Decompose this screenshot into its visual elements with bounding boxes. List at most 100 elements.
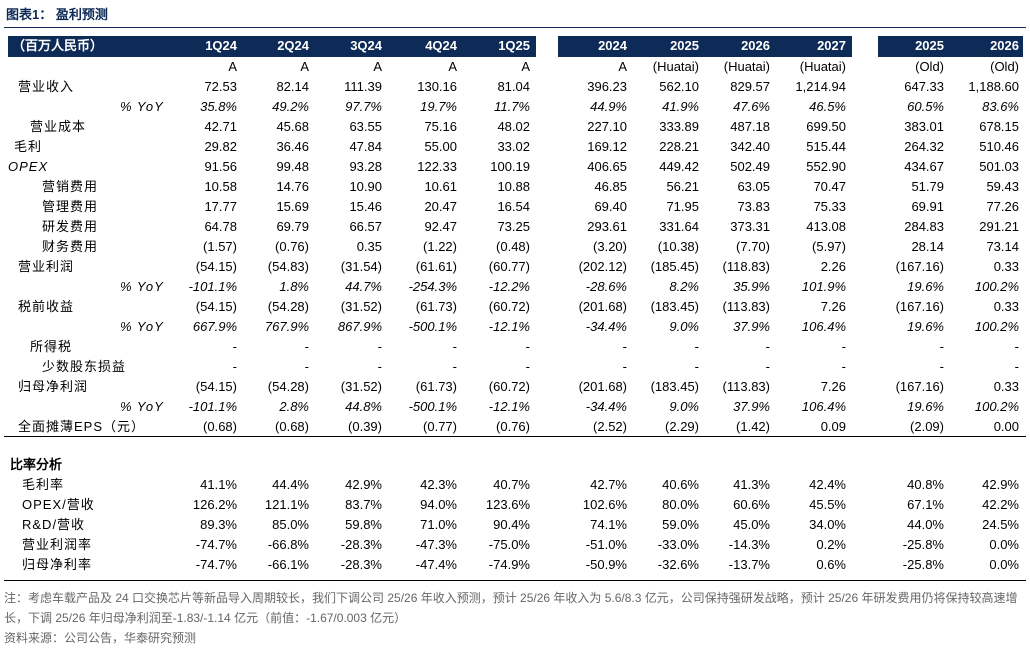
cell: 0.6% [816, 557, 846, 572]
cell: 7.26 [820, 299, 846, 314]
cell: 20.47 [424, 199, 457, 214]
cell: 42.9% [982, 477, 1019, 492]
row-label: 归母净利率 [22, 557, 93, 572]
cell: 44.4% [272, 477, 309, 492]
cell: (7.70) [736, 239, 770, 254]
cell: (0.77) [423, 419, 457, 434]
cell: 228.21 [659, 139, 699, 154]
cell: -254.3% [408, 279, 457, 294]
cell: 73.14 [986, 239, 1019, 254]
row-label: % YoY [120, 279, 164, 294]
row-label: % YoY [120, 399, 164, 414]
cell: 42.7% [590, 477, 627, 492]
cell: 35.8% [200, 99, 237, 114]
cell: -32.6% [657, 557, 699, 572]
header-band [558, 36, 852, 57]
cell: 434.67 [904, 159, 944, 174]
cell: 8.2% [669, 279, 699, 294]
cell: 59.0% [662, 517, 699, 532]
cell: 227.10 [587, 119, 627, 134]
cell: 106.4% [801, 399, 846, 414]
cell: 106.4% [801, 319, 846, 334]
cell: 59.8% [345, 517, 382, 532]
cell: 37.9% [733, 399, 770, 414]
cell: 11.7% [494, 99, 530, 114]
cell: 35.9% [733, 279, 770, 294]
cell: 71.95 [666, 199, 699, 214]
cell: (113.83) [722, 299, 770, 314]
cell: (54.15) [195, 299, 237, 314]
note: 注：考虑车载产品及 24 口交换芯片等新品导入周期较长，我们下调公司 25/26… [4, 591, 1018, 625]
cell: - [1014, 359, 1019, 374]
cell: 552.90 [806, 159, 846, 174]
cell: 123.6% [485, 497, 530, 512]
cell: -74.9% [488, 557, 530, 572]
cell: 28.14 [911, 239, 944, 254]
cell: (201.68) [578, 379, 627, 394]
header-cell: 2026 [741, 38, 770, 53]
cell: -28.3% [340, 557, 382, 572]
cell: 69.40 [594, 199, 627, 214]
row-label: % YoY [120, 99, 164, 114]
cell: 55.00 [424, 139, 457, 154]
cell: (183.45) [650, 299, 699, 314]
cell: 63.05 [737, 179, 770, 194]
cell: 767.9% [264, 319, 309, 334]
cell: 49.2% [272, 99, 309, 114]
cell: 83.6% [982, 99, 1019, 114]
cell: 72.53 [204, 79, 237, 94]
header-cell: 2025 [915, 38, 944, 53]
cell: 81.04 [497, 79, 530, 94]
cell: (60.72) [488, 379, 530, 394]
cell: (54.83) [267, 259, 309, 274]
cell: - [452, 359, 457, 374]
cell: 406.65 [587, 159, 627, 174]
cell: (201.68) [578, 299, 627, 314]
cell: (167.16) [895, 379, 944, 394]
cell: (185.45) [650, 259, 699, 274]
cell: (0.68) [203, 419, 237, 434]
cell: - [377, 359, 382, 374]
cell: 82.14 [276, 79, 309, 94]
row-label: 研发费用 [42, 219, 99, 234]
header-band [878, 36, 1023, 57]
cell: 92.47 [424, 219, 457, 234]
cell: 0.0% [989, 537, 1019, 552]
cell: -25.8% [902, 537, 944, 552]
cell: 73.83 [737, 199, 770, 214]
cell: (113.83) [722, 379, 770, 394]
cell: 63.55 [349, 119, 382, 134]
row-label: % YoY [120, 319, 164, 334]
cell: 0.33 [993, 299, 1019, 314]
cell: (61.61) [415, 259, 457, 274]
header-cell: 1Q25 [498, 38, 530, 53]
cell: 75.16 [424, 119, 457, 134]
cell: 515.44 [806, 139, 846, 154]
cell: -66.8% [267, 537, 309, 552]
section-rule [4, 436, 1026, 437]
cell: 10.88 [497, 179, 530, 194]
cell: 647.33 [904, 79, 944, 94]
cell: (54.15) [195, 379, 237, 394]
cell: 502.49 [730, 159, 770, 174]
row-label: 管理费用 [42, 199, 99, 214]
subheader-cell: (Old) [990, 59, 1019, 74]
row-label: 少数股东损益 [42, 359, 127, 374]
subheader-cell: A [373, 59, 382, 74]
cell: (1.22) [423, 239, 457, 254]
cell: 34.0% [809, 517, 846, 532]
header-cell: 2025 [670, 38, 699, 53]
cell: 449.42 [659, 159, 699, 174]
cell: 413.08 [806, 219, 846, 234]
cell: (31.54) [340, 259, 382, 274]
row-label: 毛利率 [22, 477, 65, 492]
cell: 10.58 [204, 179, 237, 194]
cell: (118.83) [722, 259, 770, 274]
cell: 48.02 [497, 119, 530, 134]
cell: 122.33 [417, 159, 457, 174]
cell: 0.09 [820, 419, 846, 434]
cell: 100.2% [974, 319, 1019, 334]
cell: - [939, 339, 944, 354]
cell: 667.9% [192, 319, 237, 334]
cell: (0.68) [275, 419, 309, 434]
